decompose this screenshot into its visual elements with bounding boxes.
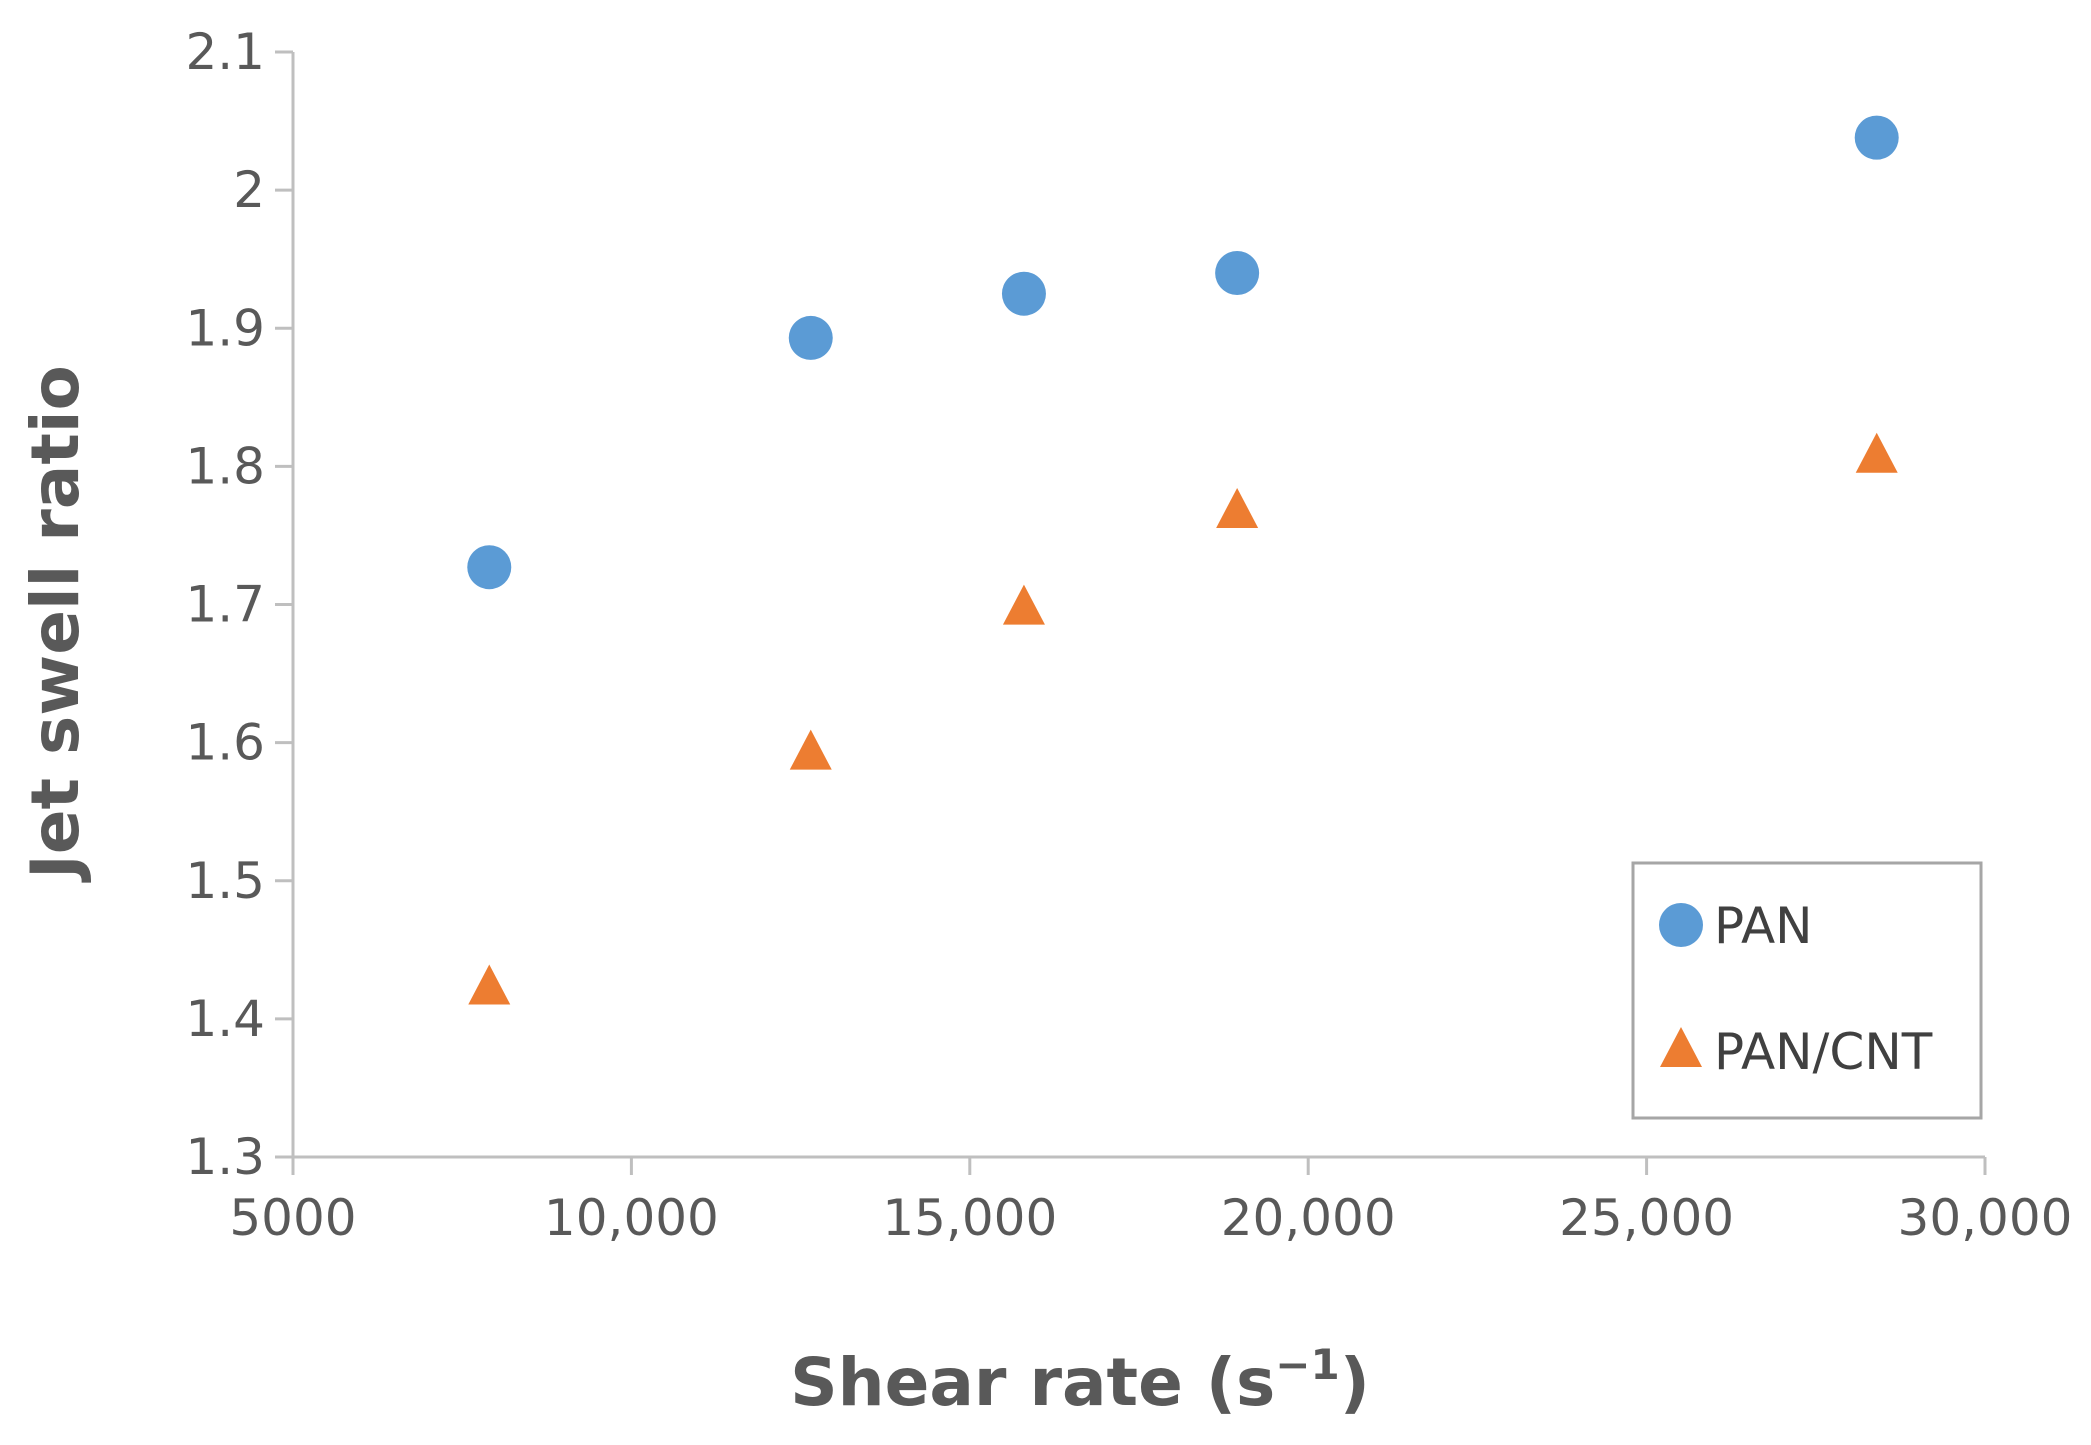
y-tick-label: 1.4	[185, 990, 265, 1048]
legend: PAN PAN/CNT	[1631, 861, 1983, 1120]
data-point	[468, 964, 511, 1005]
y-tick-label: 1.5	[185, 852, 265, 910]
data-point	[1855, 432, 1898, 473]
legend-label: PAN	[1714, 897, 1813, 955]
y-tick-label: 1.7	[185, 576, 265, 634]
y-axis-title: Jet swell ratio	[17, 365, 94, 883]
y-tick-label: 1.8	[185, 437, 265, 495]
legend-marker	[1659, 903, 1703, 947]
y-axis-ticks: 1.3 1.4 1.5 1.6 1.7 1.8 1.9 2 2.1	[185, 23, 293, 1186]
x-axis-ticks: 5000 10,000 15,000 20,000 25,000 30,000	[229, 1157, 2072, 1247]
data-point	[467, 545, 512, 590]
data-point	[789, 729, 832, 770]
data-point	[788, 315, 833, 360]
series-pan	[467, 115, 1899, 590]
y-tick-label: 2.1	[185, 23, 265, 81]
data-point	[1002, 584, 1045, 625]
data-point	[1854, 115, 1899, 160]
y-tick-label: 1.3	[185, 1128, 265, 1186]
plot-area: 1.3 1.4 1.5 1.6 1.7 1.8 1.9 2 2.1 5000 10,000 15,0…	[185, 23, 2072, 1247]
data-point	[1215, 251, 1260, 295]
x-axis-title: Shear rate (s−1)	[790, 1340, 1370, 1421]
y-tick-label: 1.9	[185, 299, 265, 357]
x-tick-label: 20,000	[1221, 1189, 1396, 1247]
data-point	[1001, 271, 1046, 316]
data-point	[1216, 487, 1259, 528]
x-tick-label: 30,000	[1898, 1189, 2073, 1247]
y-tick-label: 2	[233, 161, 265, 219]
x-tick-label: 10,000	[544, 1189, 719, 1247]
data-markers	[467, 115, 1899, 1005]
legend-marker	[1660, 1027, 1702, 1067]
x-axis-title-main: Shear rate (s	[790, 1344, 1275, 1421]
x-tick-label: 5000	[229, 1189, 356, 1247]
legend-items: PAN PAN/CNT	[1659, 897, 1933, 1081]
x-tick-label: 25,000	[1559, 1189, 1734, 1247]
series-pan-cnt	[468, 432, 1898, 1005]
y-tick-label: 1.6	[185, 714, 265, 772]
x-axis-title-close: )	[1340, 1344, 1370, 1421]
x-axis-title-superscript: −1	[1275, 1340, 1339, 1389]
x-tick-label: 15,000	[882, 1189, 1057, 1247]
legend-label: PAN/CNT	[1714, 1023, 1933, 1081]
